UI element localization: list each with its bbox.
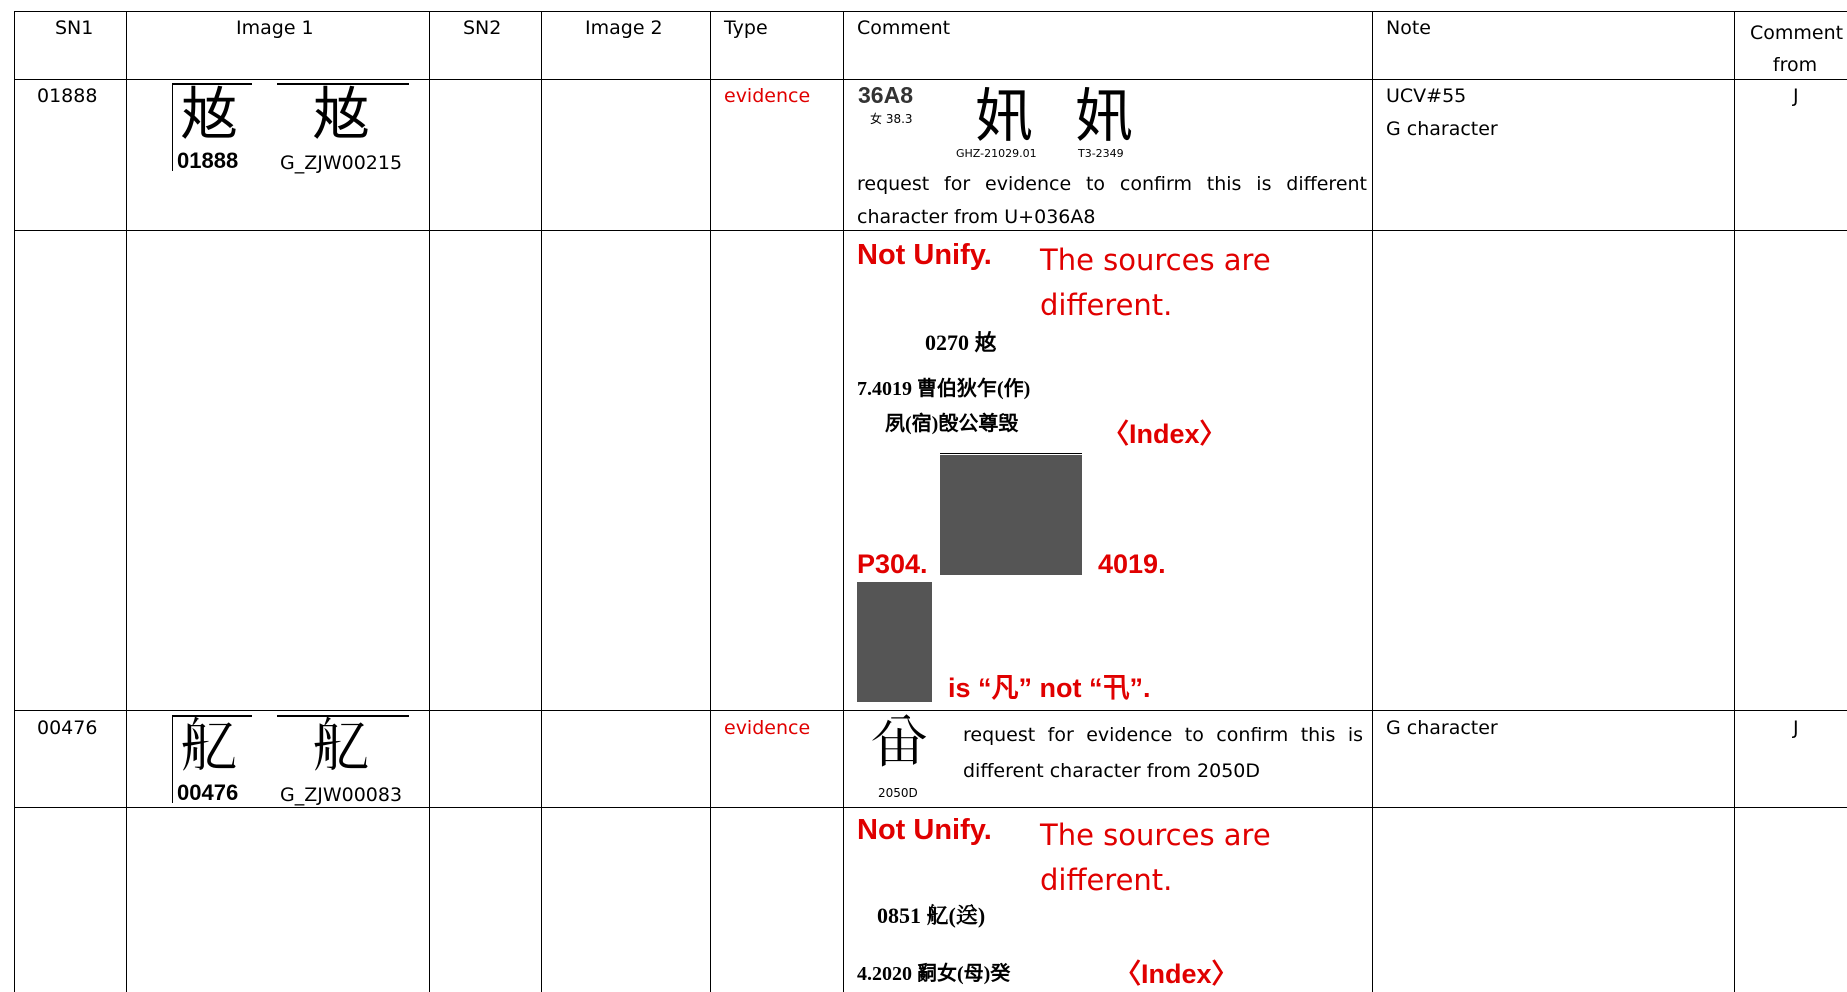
type: evidence [724,717,811,739]
header: Type [724,17,768,39]
code: G_ZJW00215 [280,152,403,174]
page: P304. [857,549,928,579]
glyph: 𦨇 [180,712,239,780]
index: 〈Index〉 [1102,419,1227,449]
rubbing-image [857,582,932,702]
citation: 夙(宿)𣪘公尊毁 [885,413,1019,435]
header: Image 2 [585,17,663,39]
code: G_ZJW00083 [280,784,403,806]
glyph: 奿 [312,80,371,148]
entry: 0270 奿 [925,330,997,355]
source: GHZ-21029.01 [956,147,1037,160]
code: 00476 [177,780,239,805]
code: 2050D [878,786,918,800]
number: 4019. [1098,549,1166,579]
code: 01888 [177,148,239,173]
comment-text: request for evidence to confirm this is … [857,173,1367,228]
citation: 7.4019 曹伯狄乍(作) [857,378,1031,400]
sn1: 01888 [37,85,98,107]
header: Note [1386,17,1431,39]
code: 36A8 [858,82,913,108]
note: G character [1386,118,1498,140]
glyph: 㚨 [1075,82,1134,150]
glyph: 𠔍 [870,708,929,776]
radical: 女 38.3 [870,112,913,126]
reason: The sources are different. [1040,818,1271,897]
index: 〈Index〉 [1114,959,1239,989]
conclusion: is “凡” not “卂”. [948,673,1151,703]
comment-text: request for evidence to confirm this is … [963,724,1363,782]
header: Comment from [1750,22,1844,76]
source: T3-2349 [1078,147,1124,160]
citation: 4.2020 𤔲女(母)癸 [857,963,1011,985]
sn1: 00476 [37,717,98,739]
glyph: 奿 [180,80,239,148]
from: J [1793,717,1799,739]
verdict: Not Unify. [857,239,992,271]
header: Image 1 [236,17,314,39]
verdict: Not Unify. [857,814,992,846]
header: Comment [857,17,951,39]
type: evidence [724,85,811,107]
header: SN1 [55,17,94,39]
glyph: 𦨇 [312,712,371,780]
from: J [1793,85,1799,107]
note: UCV#55 [1386,85,1467,107]
reason: The sources are different. [1040,243,1271,322]
header: SN2 [463,17,502,39]
rubbing-image [940,455,1082,575]
glyph: 㚨 [975,82,1034,150]
entry: 0851 𦨇(送) [877,903,986,928]
note: G character [1386,717,1498,739]
